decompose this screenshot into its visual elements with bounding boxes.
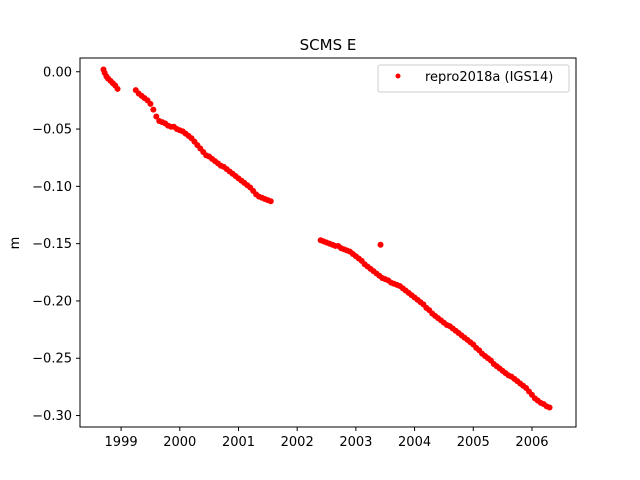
data-points: [100, 66, 553, 411]
data-point: [546, 404, 553, 411]
legend-label: repro2018a (IGS14): [425, 70, 553, 85]
y-tick-label: −0.15: [32, 237, 72, 252]
y-axis-label: m: [8, 237, 23, 250]
x-tick-label: 2001: [222, 435, 255, 450]
x-tick-label: 2006: [515, 435, 548, 450]
data-point: [153, 113, 160, 120]
x-tick-label: 2003: [339, 435, 372, 450]
chart-title: SCMS E: [300, 36, 357, 54]
x-tick-label: 2000: [163, 435, 196, 450]
data-point: [147, 100, 154, 107]
plot-frame: [79, 57, 577, 428]
data-point: [114, 85, 121, 92]
data-point: [267, 198, 274, 205]
y-tick-label: −0.10: [32, 180, 72, 195]
y-tick-label: −0.25: [32, 352, 72, 367]
legend-box: [377, 64, 570, 93]
x-tick-label: 1999: [105, 435, 138, 450]
x-tick-label: 2005: [457, 435, 490, 450]
y-tick-label: −0.20: [32, 294, 72, 309]
y-tick-label: −0.05: [32, 123, 72, 138]
data-point: [377, 241, 384, 248]
x-axis-ticks: 1999 2000 2001 2002 2003 2004 2005 2006: [105, 427, 549, 450]
data-point: [150, 106, 157, 113]
x-tick-label: 2002: [281, 435, 314, 450]
y-tick-label: −0.30: [32, 409, 72, 424]
legend-marker: [395, 73, 401, 79]
y-axis-ticks: 0.00 −0.05 −0.10 −0.15 −0.20 −0.25 −0.30: [32, 65, 80, 424]
y-tick-label: 0.00: [43, 65, 72, 80]
legend: repro2018a (IGS14): [377, 64, 570, 93]
x-tick-label: 2004: [398, 435, 431, 450]
